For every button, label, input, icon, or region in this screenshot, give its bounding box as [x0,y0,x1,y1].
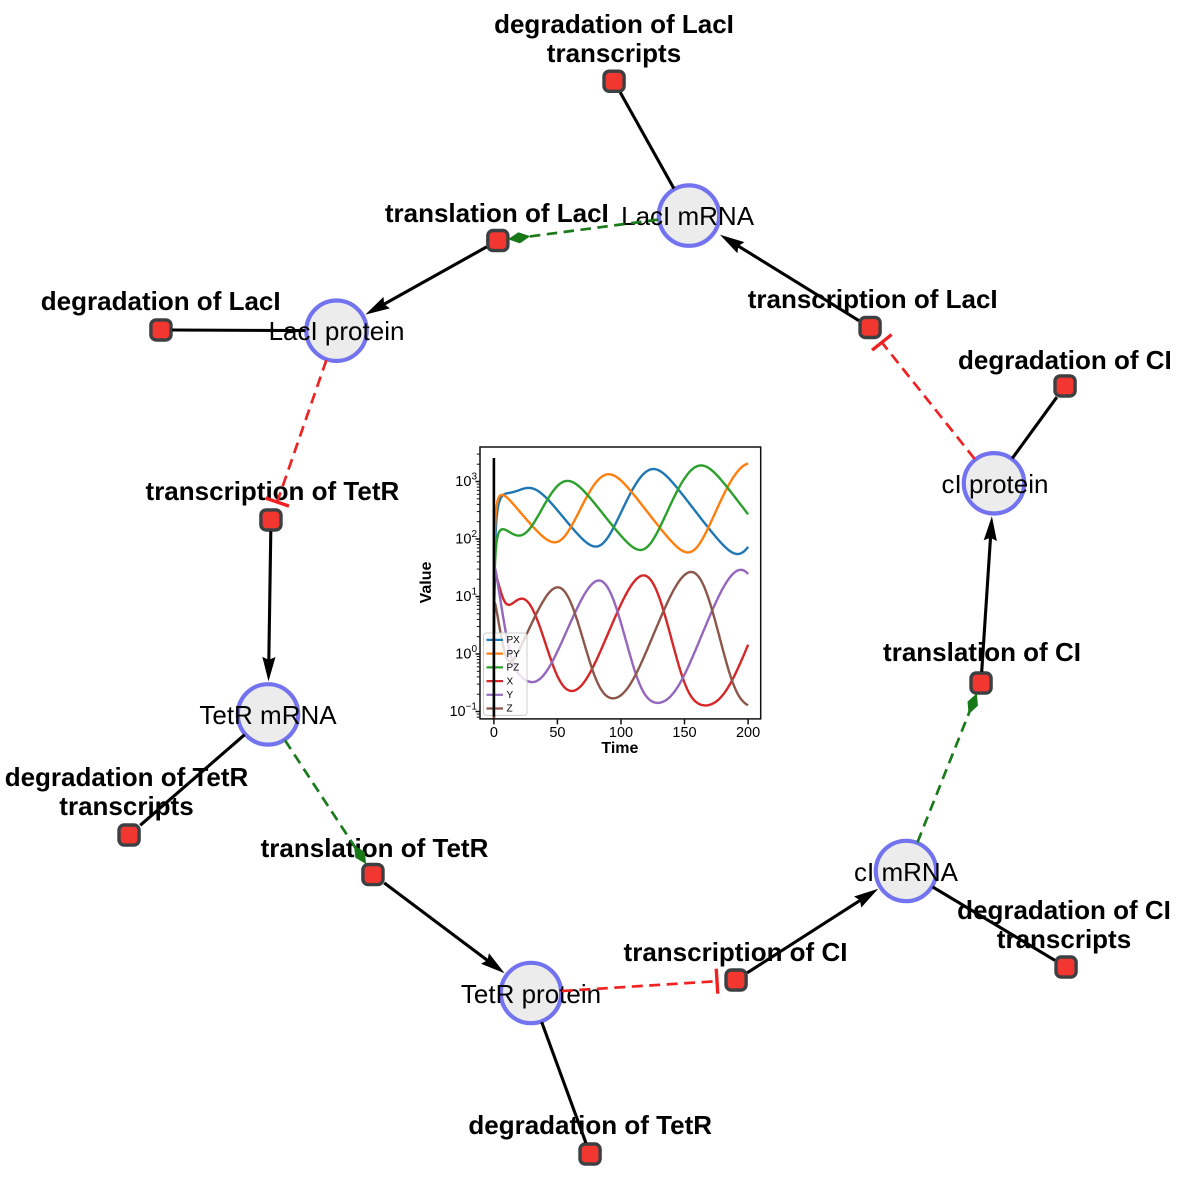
svg-text:200: 200 [736,725,760,741]
svg-text:Value: Value [418,562,435,604]
svg-text:100: 100 [455,644,477,663]
svg-text:10−1: 10−1 [449,702,477,721]
svg-text:150: 150 [672,725,696,741]
svg-text:X: X [507,676,514,687]
svg-text:100: 100 [609,725,633,741]
svg-text:50: 50 [549,725,565,741]
svg-text:101: 101 [455,587,477,606]
svg-text:PZ: PZ [507,663,520,674]
svg-text:PX: PX [507,635,521,646]
svg-text:102: 102 [455,529,477,548]
svg-text:0: 0 [490,725,498,741]
svg-text:Time: Time [601,740,638,757]
svg-text:103: 103 [455,472,477,491]
svg-text:Y: Y [507,690,514,701]
svg-text:Z: Z [507,704,513,715]
svg-text:PY: PY [507,649,521,660]
